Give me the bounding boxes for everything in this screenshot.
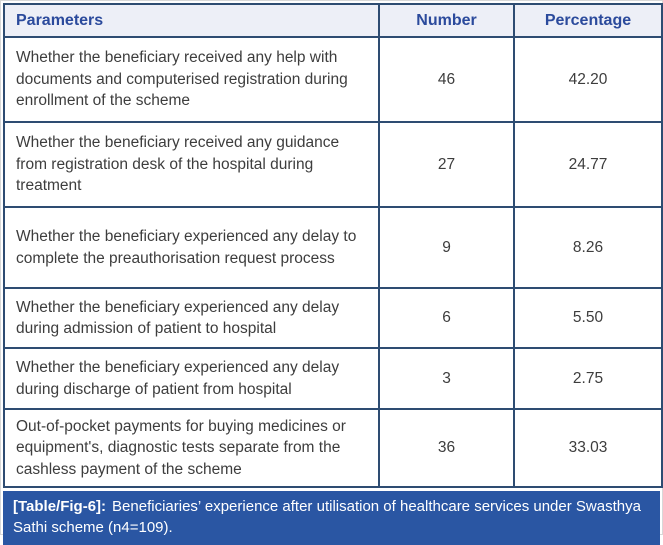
percentage-cell: 42.20 (513, 36, 663, 123)
number-cell: 36 (378, 407, 515, 489)
percentage-cell: 8.26 (513, 206, 663, 289)
table-row: Whether the beneficiary received any gui… (3, 121, 663, 208)
beneficiary-experience-table: Parameters Number Percentage Whether the… (3, 3, 663, 489)
table-row: Whether the beneficiary experienced any … (3, 347, 663, 410)
table-row: Whether the beneficiary received any hel… (3, 36, 663, 123)
table-row: Whether the beneficiary experienced any … (3, 287, 663, 349)
column-header-percentage: Percentage (513, 3, 663, 38)
percentage-cell: 2.75 (513, 347, 663, 410)
figure-caption: [Table/Fig-6]: Beneficiaries’ experience … (3, 491, 660, 545)
parameter-cell: Out-of-pocket payments for buying medici… (3, 407, 380, 489)
table-row: Whether the beneficiary experienced any … (3, 206, 663, 289)
parameter-cell: Whether the beneficiary experienced any … (3, 206, 380, 289)
column-header-number: Number (378, 3, 515, 38)
caption-text: Beneficiaries’ experience after utilisat… (13, 498, 641, 537)
number-cell: 3 (378, 347, 515, 410)
percentage-cell: 33.03 (513, 407, 663, 489)
number-cell: 9 (378, 206, 515, 289)
parameter-cell: Whether the beneficiary experienced any … (3, 287, 380, 349)
percentage-cell: 5.50 (513, 287, 663, 349)
parameter-cell: Whether the beneficiary received any gui… (3, 121, 380, 208)
number-cell: 46 (378, 36, 515, 123)
number-cell: 27 (378, 121, 515, 208)
caption-label: [Table/Fig-6]: (13, 498, 107, 516)
table-header-row: Parameters Number Percentage (3, 3, 663, 38)
parameter-cell: Whether the beneficiary received any hel… (3, 36, 380, 123)
percentage-cell: 24.77 (513, 121, 663, 208)
column-header-parameters: Parameters (3, 3, 380, 38)
parameter-cell: Whether the beneficiary experienced any … (3, 347, 380, 410)
number-cell: 6 (378, 287, 515, 349)
table-row: Out-of-pocket payments for buying medici… (3, 407, 663, 489)
